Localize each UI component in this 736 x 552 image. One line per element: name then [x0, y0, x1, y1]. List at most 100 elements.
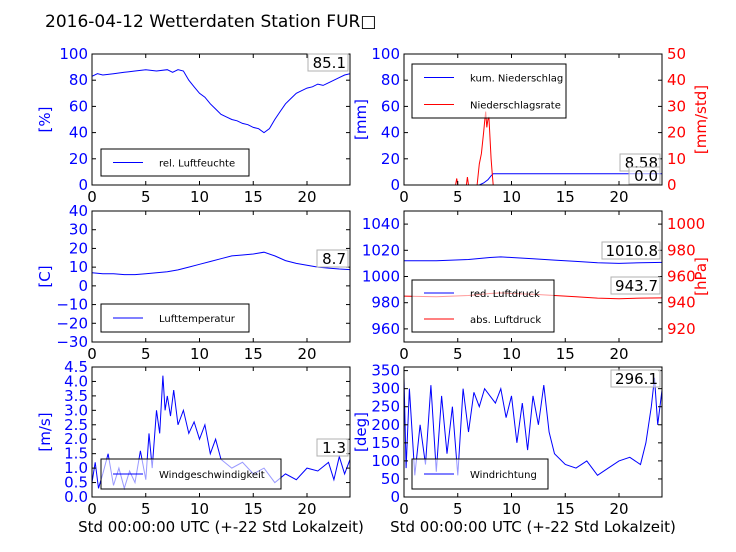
x-tick-label: 10 — [190, 500, 209, 518]
x-tick-label: 0 — [399, 500, 409, 518]
y-axis-label-right: [hPa] — [692, 257, 710, 296]
y-tick-label-right: 0 — [667, 176, 677, 194]
y-tick-label: 40 — [69, 124, 88, 142]
x-tick-label: 0 — [87, 345, 97, 363]
series-line-humidity-0 — [92, 69, 350, 134]
x-tick-label: 15 — [244, 345, 263, 363]
x-tick-label: 0 — [399, 188, 409, 206]
x-axis-label: Std 00:00:00 UTC (+-22 Std Lokalzeit) — [78, 518, 364, 536]
x-tick-label: 5 — [453, 345, 463, 363]
y-tick-label: 200 — [371, 416, 400, 434]
y-tick-label-right: 30 — [667, 97, 686, 115]
y-tick-label: 100 — [371, 45, 400, 63]
y-tick-label: 1000 — [362, 268, 400, 286]
x-tick-label: 10 — [190, 345, 209, 363]
legend-entry: Niederschlagsrate — [470, 101, 561, 112]
value-box — [601, 241, 661, 260]
x-tick-label: 15 — [556, 345, 575, 363]
y-tick-label-right: 920 — [667, 320, 696, 338]
value-annotation: 8.7 — [322, 250, 346, 268]
y-tick-label: 150 — [371, 434, 400, 452]
panel-precipitation: 0 5 10 15 20 0 20 40 60 80 100 0 10 20 30 40 50 [mm] [mm/s… — [352, 45, 710, 206]
legend-entry: Windrichtung — [470, 470, 537, 481]
y-tick-label-right: 10 — [667, 150, 686, 168]
value-annotation: 296.1 — [615, 370, 658, 388]
legend: Windrichtung — [411, 458, 549, 490]
y-tick-label: 0 — [390, 176, 400, 194]
panel-humidity: 0 5 10 15 20 0 20 40 60 80 100 [%] rel. Luftfeuchte 8… — [36, 45, 351, 206]
x-tick-label: 10 — [502, 188, 521, 206]
y-tick-label-right: 50 — [667, 45, 686, 63]
y-tick-label: 20 — [69, 150, 88, 168]
y-tick-label: 60 — [69, 97, 88, 115]
legend-entry: Windgeschwindigkeit — [159, 470, 265, 481]
legend-entry: Lufttemperatur — [159, 314, 236, 325]
panel-windspeed: 0 5 10 15 20 0.00.51.01.52.02.53.03.54.04.5 [m… — [36, 358, 364, 536]
y-tick-label: 300 — [371, 380, 400, 398]
y-tick-label: 100 — [59, 45, 88, 63]
value-annotation: 1010.8 — [606, 242, 659, 260]
y-tick-label: 4.5 — [64, 358, 88, 376]
x-tick-label: 0 — [399, 345, 409, 363]
legend-box — [411, 63, 567, 119]
x-tick-label: 10 — [502, 345, 521, 363]
y-tick-label: 3.0 — [64, 401, 88, 419]
y-tick-label-right: 980 — [667, 241, 696, 259]
plot-frame — [403, 53, 663, 186]
legend-entry: rel. Luftfeuchte — [159, 159, 235, 170]
y-tick-label: −30 — [56, 333, 88, 351]
y-tick-label: 960 — [371, 320, 400, 338]
y-tick-label: 20 — [69, 239, 88, 257]
y-tick-label: 0 — [78, 277, 88, 295]
legend: kum. Niederschlag Niederschlagsrate — [411, 63, 567, 119]
value-annotation: 1.3 — [322, 439, 346, 457]
y-tick-label: 10 — [69, 258, 88, 276]
y-tick-label: 0.0 — [64, 488, 88, 506]
x-tick-label: 20 — [609, 188, 628, 206]
plot-frame — [91, 366, 351, 498]
y-tick-label: 0 — [78, 176, 88, 194]
y-tick-label: 60 — [381, 97, 400, 115]
series-line-temperature-0 — [92, 251, 350, 276]
value-box — [628, 166, 661, 185]
x-tick-label: 10 — [190, 188, 209, 206]
y-tick-label: −20 — [56, 314, 88, 332]
y-tick-label: 350 — [371, 362, 400, 380]
value-box — [610, 276, 661, 295]
series-line-precipitation-1 — [404, 111, 662, 185]
value-box — [316, 249, 349, 268]
x-tick-label: 20 — [297, 345, 316, 363]
y-tick-label: 250 — [371, 398, 400, 416]
plot-frame — [91, 210, 351, 343]
panel-pressure: 0 5 10 15 20 960 980 1000 1020 1040 920 940 960 980 10… — [362, 210, 710, 363]
y-tick-label: 80 — [381, 71, 400, 89]
x-tick-label: 15 — [244, 188, 263, 206]
x-tick-label: 0 — [87, 188, 97, 206]
series-line-pressure-0 — [404, 256, 662, 264]
legend: Windgeschwindigkeit — [100, 458, 282, 490]
y-tick-label: 0 — [390, 488, 400, 506]
value-annotation: 85.1 — [313, 54, 346, 72]
y-axis-label-right: [mm/std] — [692, 85, 710, 154]
value-box — [610, 369, 661, 388]
y-tick-label: 80 — [69, 71, 88, 89]
x-tick-label: 15 — [556, 188, 575, 206]
value-box — [316, 438, 349, 457]
series-line-precipitation-0 — [404, 173, 662, 185]
x-tick-label: 0 — [87, 500, 97, 518]
y-tick-label: 2.5 — [64, 416, 88, 434]
legend-entry: red. Luftdruck — [470, 289, 540, 300]
y-tick-label: 40 — [69, 202, 88, 220]
x-tick-label: 5 — [453, 188, 463, 206]
value-annotation: 943.7 — [615, 277, 658, 295]
legend-entry: kum. Niederschlag — [470, 74, 563, 85]
y-tick-label: 40 — [381, 124, 400, 142]
y-tick-label: 100 — [371, 452, 400, 470]
x-tick-label: 15 — [556, 500, 575, 518]
x-tick-label: 20 — [609, 500, 628, 518]
x-tick-label: 5 — [141, 500, 151, 518]
x-tick-label: 20 — [297, 500, 316, 518]
y-axis-label: [m/s] — [36, 412, 54, 451]
